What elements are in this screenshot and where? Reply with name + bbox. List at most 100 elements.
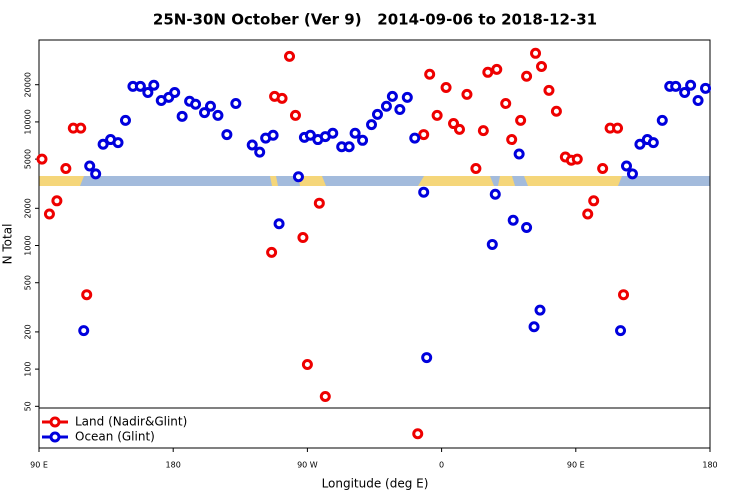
point [221, 129, 233, 141]
point [289, 109, 301, 121]
point [418, 129, 430, 141]
point [273, 218, 285, 230]
point [327, 127, 339, 139]
legend-label: Ocean (Glint) [75, 430, 155, 444]
legend-marker [49, 431, 61, 443]
y-axis-label: N Total [1, 224, 15, 265]
point [409, 132, 421, 144]
point [169, 86, 181, 98]
point [301, 358, 313, 370]
y-tick-label: 10000 [24, 109, 33, 134]
point [615, 325, 627, 337]
point [284, 50, 296, 62]
point [401, 91, 413, 103]
point [386, 90, 398, 102]
point [571, 153, 583, 165]
y-tick-label: 500 [24, 275, 33, 290]
point [75, 122, 87, 134]
land-band [498, 176, 515, 186]
point [292, 171, 304, 183]
point [412, 428, 424, 440]
point [530, 47, 542, 59]
point [620, 160, 632, 172]
point [418, 186, 430, 198]
point [470, 162, 482, 174]
land-band [39, 176, 84, 186]
point [521, 221, 533, 233]
point [304, 129, 316, 141]
point [521, 70, 533, 82]
point [440, 81, 452, 93]
legend-marker [49, 416, 61, 428]
ocean-band [39, 176, 710, 186]
point [506, 134, 518, 146]
point [543, 84, 555, 96]
point [349, 127, 361, 139]
y-tick-label: 100 [24, 361, 33, 376]
point [421, 352, 433, 364]
point [190, 98, 202, 110]
point [612, 122, 624, 134]
y-tick-label: 1000 [24, 235, 33, 255]
point [486, 238, 498, 250]
point [647, 137, 659, 149]
point [254, 146, 266, 158]
point [597, 162, 609, 174]
point [431, 109, 443, 121]
point [119, 114, 131, 126]
point [626, 168, 638, 180]
point [319, 391, 331, 403]
plot-frame [38, 39, 711, 449]
point [199, 107, 211, 119]
point [357, 134, 369, 146]
point [112, 137, 124, 149]
x-tick-label: 0 [439, 461, 444, 470]
point [394, 104, 406, 116]
point [60, 162, 72, 174]
point [97, 138, 109, 150]
point [43, 208, 55, 220]
x-tick-label: 90 E [30, 461, 48, 470]
point [534, 304, 546, 316]
point [371, 108, 383, 120]
point [453, 123, 465, 135]
point [230, 97, 242, 109]
point [276, 92, 288, 104]
point [297, 232, 309, 244]
point [212, 109, 224, 121]
point [482, 66, 494, 78]
point [267, 129, 279, 141]
land-band [270, 176, 278, 186]
point [366, 119, 378, 131]
x-tick-label: 180 [166, 461, 181, 470]
point [588, 195, 600, 207]
y-tick-label: 200 [24, 324, 33, 339]
point [670, 80, 682, 92]
y-tick-label: 2000 [24, 198, 33, 218]
y-tick-label: 50 [24, 401, 33, 411]
x-axis-label: Longitude (deg E) [322, 477, 429, 491]
point [204, 100, 216, 112]
land-band [418, 176, 494, 186]
point [515, 114, 527, 126]
point [634, 138, 646, 150]
point [500, 97, 512, 109]
point [36, 153, 48, 165]
point [448, 118, 460, 130]
point [343, 141, 355, 153]
point [489, 188, 501, 200]
point [84, 160, 96, 172]
x-tick-label: 90 W [297, 461, 318, 470]
point [582, 208, 594, 220]
point [477, 125, 489, 137]
point [461, 88, 473, 100]
point [78, 325, 90, 337]
point [528, 321, 540, 333]
point [618, 289, 630, 301]
point [134, 80, 146, 92]
x-tick-label: 90 E [567, 461, 585, 470]
point [692, 95, 704, 107]
point [700, 82, 712, 94]
point [491, 63, 503, 75]
